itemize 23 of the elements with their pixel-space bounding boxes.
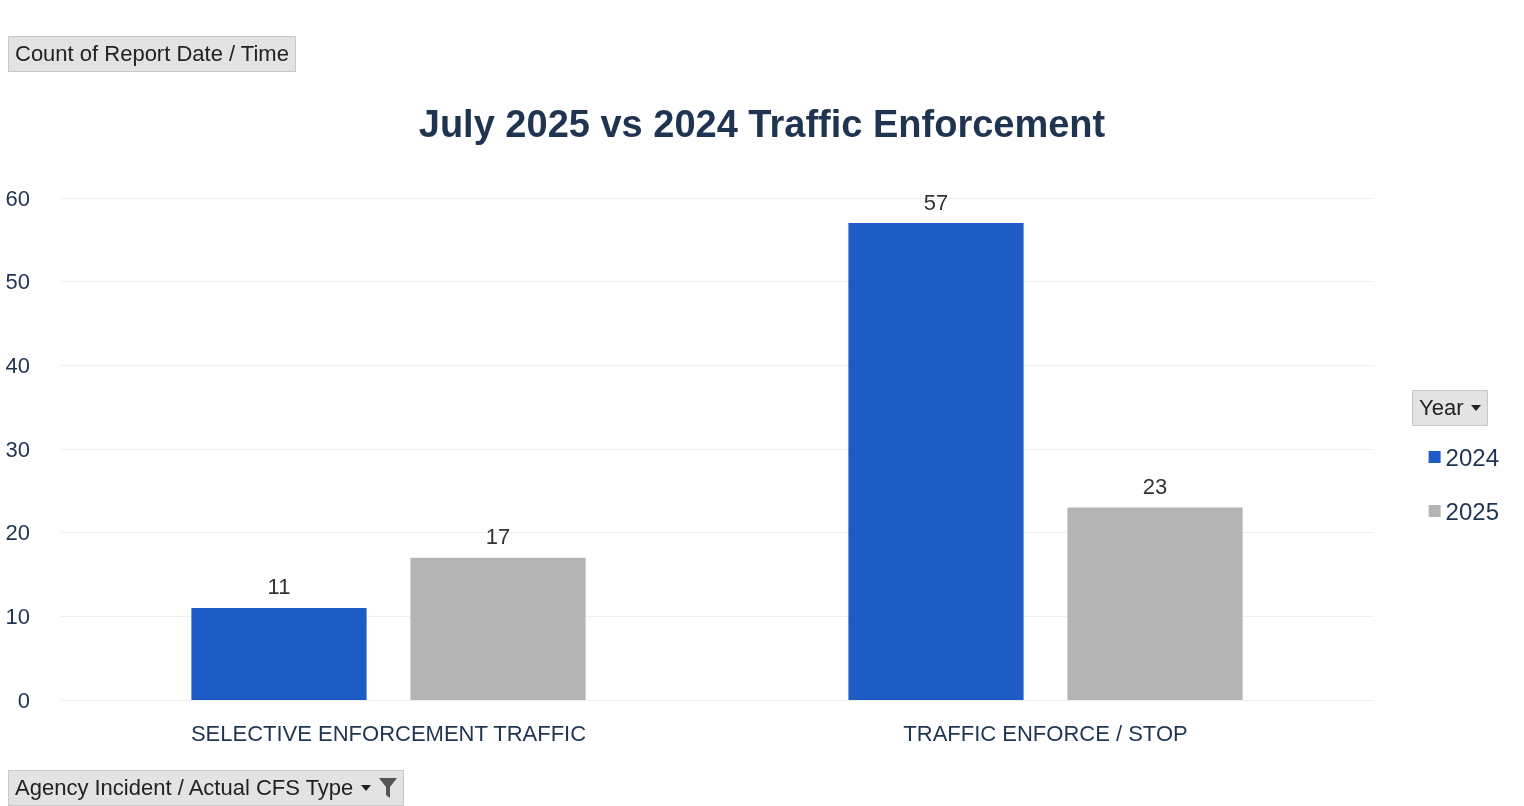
data-label: 57 <box>923 189 949 215</box>
chart-title: July 2025 vs 2024 Traffic Enforcement <box>418 103 1106 145</box>
text: Count of Report Date / Time <box>8 36 296 72</box>
data-label: 11 <box>267 574 291 600</box>
y-tick-label: 40 <box>5 352 30 378</box>
data-label: 23 <box>1142 474 1168 500</box>
bar <box>1067 507 1243 700</box>
x-tick-label: TRAFFIC ENFORCE / STOP <box>903 720 1188 746</box>
y-tick-label: 10 <box>5 603 30 629</box>
y-tick-label: 30 <box>5 436 30 462</box>
legend-label: 2025 <box>1445 497 1499 525</box>
y-tick-label: 50 <box>5 269 30 295</box>
data-label: 17 <box>485 524 511 550</box>
bar <box>410 557 586 700</box>
x-tick-label: SELECTIVE ENFORCEMENT TRAFFIC <box>190 720 587 746</box>
x-axis-title: Agency Incident / Actual CFS Type <box>15 775 354 801</box>
y-tick-label: 20 <box>5 520 30 546</box>
y-tick-label: 0 <box>17 687 30 713</box>
legend-title: Year <box>1419 395 1464 421</box>
y-tick-label: 60 <box>5 185 30 211</box>
legend-label: 2024 <box>1445 443 1499 471</box>
bar <box>191 607 367 700</box>
bar <box>848 223 1024 700</box>
